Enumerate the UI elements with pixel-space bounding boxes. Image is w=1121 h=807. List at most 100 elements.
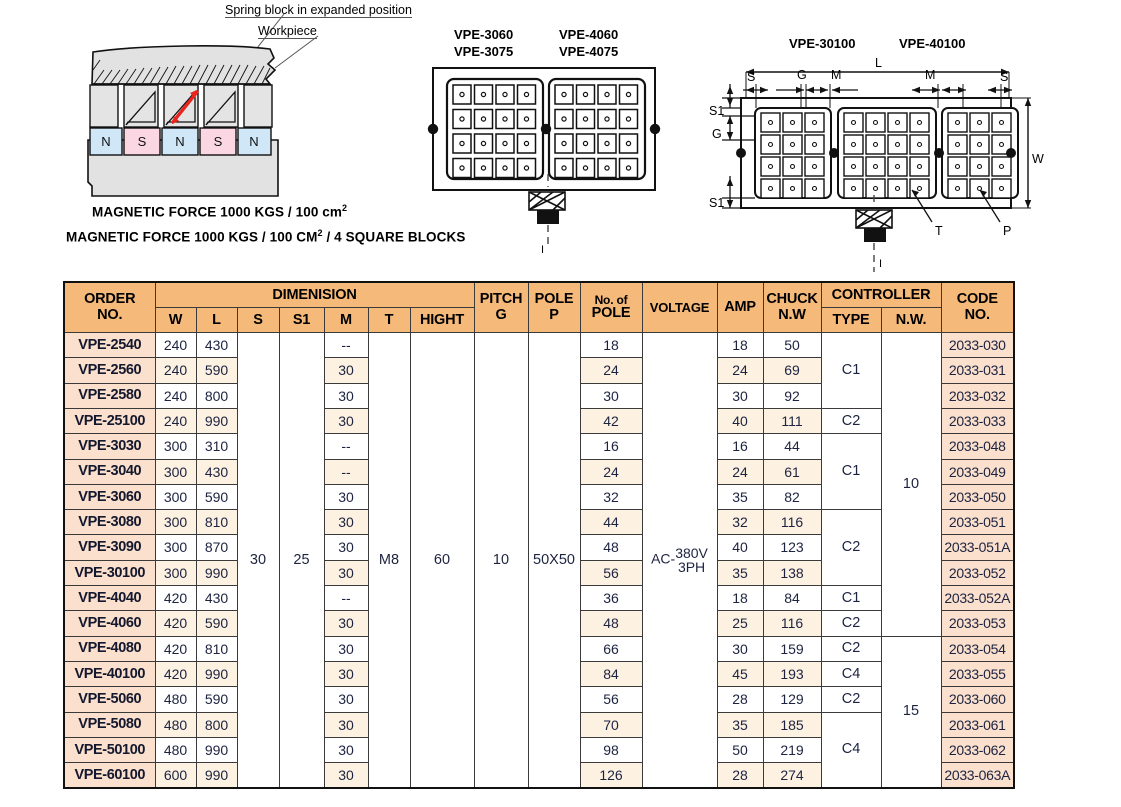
- cell-dim-m: 30: [323, 483, 369, 511]
- dim-label-S1-bottom: S1: [709, 196, 725, 210]
- table-row: VPE-30100 300 990 30 56 35 138 2033-052: [63, 559, 1015, 587]
- cell-chuck-nw: 69: [762, 357, 822, 384]
- cell-no-of-pole: 66: [579, 635, 643, 662]
- cell-controller-type: C2: [820, 407, 882, 435]
- table-row: VPE-2580 240 800 30 30 30 92 2033-032: [63, 382, 1015, 409]
- cell-no-of-pole: 32: [579, 483, 643, 511]
- cell-no-of-pole: 56: [579, 559, 643, 587]
- cell-order-no: VPE-3060: [63, 483, 156, 511]
- cell-dim-m: 30: [323, 559, 369, 587]
- cell-amp: 35: [716, 559, 764, 587]
- cell-dim-w: 480: [154, 736, 197, 764]
- cell-dim-m: 30: [323, 357, 369, 384]
- cell-dim-m: 30: [323, 534, 369, 561]
- cell-controller-type: C1: [820, 332, 882, 409]
- cell-dim-l: 800: [195, 382, 238, 409]
- cell-amp: 25: [716, 610, 764, 637]
- cell-pitch-g: 10: [473, 332, 529, 789]
- cell-dim-l: 990: [195, 407, 238, 435]
- cell-dim-w: 300: [154, 534, 197, 561]
- table-row: VPE-3090 300 870 30 48 40 123 2033-051A: [63, 534, 1015, 561]
- table-header-row-2: W L S S1 M T HIGHT TYPE N.W.: [64, 306, 1014, 334]
- table-row: VPE-3040 300 430 -- 24 24 61 2033-049: [63, 458, 1015, 485]
- table-row: VPE-60100 600 990 30 126 28 274 2033-063A: [63, 762, 1015, 789]
- cell-dim-l: 990: [195, 559, 238, 587]
- table-row: VPE-5080 480 800 30 70 35 185 C4 2033-061: [63, 711, 1015, 789]
- cell-code-no: 2033-030: [940, 332, 1015, 359]
- cell-chuck-nw: 82: [762, 483, 822, 511]
- cell-code-no: 2033-061: [940, 711, 1015, 738]
- cell-chuck-nw: 84: [762, 585, 822, 612]
- table-row: VPE-4060 420 590 30 48 25 116 C2 2033-053: [63, 610, 1015, 637]
- cell-code-no: 2033-060: [940, 686, 1015, 713]
- cell-amp: 45: [716, 660, 764, 688]
- cell-order-no: VPE-4060: [63, 610, 156, 637]
- right-title-2: VPE-40100: [899, 36, 966, 51]
- expansion-arrow-icon: [171, 90, 199, 124]
- middle-lead-label-bottom: I: [541, 244, 545, 256]
- cell-dim-m: 30: [323, 660, 369, 688]
- header-dim-w: W: [154, 306, 197, 334]
- cell-dim-hight: 60: [409, 332, 475, 789]
- middle-title-1: VPE-3060: [454, 27, 514, 42]
- cell-order-no: VPE-30100: [63, 559, 156, 587]
- cell-dim-l: 430: [195, 458, 238, 485]
- cell-code-no: 2033-031: [940, 357, 1015, 384]
- cell-dim-m: --: [323, 458, 369, 485]
- table-row: VPE-4080 420 810 30 66 30 159 C2 15 2033-054: [63, 635, 1015, 789]
- cell-amp: 16: [716, 433, 764, 460]
- cell-dim-w: 240: [154, 357, 197, 384]
- cell-dim-w: 240: [154, 382, 197, 409]
- cell-dim-m: 30: [323, 509, 369, 536]
- dim-label-S1-top: S1: [709, 104, 725, 118]
- table-row: VPE-4040 420 430 -- 36 18 84 C1 2033-052A: [63, 585, 1015, 612]
- cell-order-no: VPE-50100: [63, 736, 156, 764]
- cell-controller-type: C1: [820, 433, 882, 511]
- cell-no-of-pole: 84: [579, 660, 643, 688]
- cell-order-no: VPE-40100: [63, 660, 156, 688]
- table-row: VPE-25100 240 990 30 42 40 111 C2 2033-033: [63, 407, 1015, 435]
- cell-dim-l: 810: [195, 509, 238, 536]
- cell-chuck-nw: 61: [762, 458, 822, 485]
- header-controller-nw: N.W.: [880, 306, 942, 334]
- cell-dim-w: 600: [154, 762, 197, 789]
- cell-dim-l: 590: [195, 686, 238, 713]
- cell-voltage: AC- 380V 3PH: [641, 332, 718, 789]
- cell-dim-l: 990: [195, 736, 238, 764]
- workpiece-label: Workpiece: [258, 24, 317, 39]
- cell-dim-m: --: [323, 332, 369, 359]
- cell-code-no: 2033-051A: [940, 534, 1015, 561]
- cell-dim-w: 300: [154, 483, 197, 511]
- cell-no-of-pole: 48: [579, 610, 643, 637]
- middle-title-3: VPE-4060: [559, 27, 619, 42]
- cell-amp: 28: [716, 762, 764, 789]
- cell-dim-l: 430: [195, 332, 238, 359]
- dim-label-W: W: [1032, 152, 1044, 166]
- right-title-1: VPE-30100: [789, 36, 856, 51]
- table-row: VPE-50100 480 990 30 98 50 219 2033-062: [63, 736, 1015, 764]
- cell-chuck-nw: 193: [762, 660, 822, 688]
- cell-code-no: 2033-032: [940, 382, 1015, 409]
- cell-order-no: VPE-2540: [63, 332, 156, 359]
- cell-dim-w: 480: [154, 686, 197, 713]
- cell-chuck-nw: 92: [762, 382, 822, 409]
- pole-label-s2: S: [214, 134, 223, 149]
- dim-label-T: T: [935, 224, 943, 238]
- cell-chuck-nw: 129: [762, 686, 822, 713]
- pole-label-s1: S: [138, 134, 147, 149]
- cell-code-no: 2033-033: [940, 407, 1015, 435]
- header-amp: AMP: [716, 281, 764, 334]
- cell-chuck-nw: 116: [762, 509, 822, 536]
- dim-label-L: L: [875, 56, 882, 70]
- cell-code-no: 2033-050: [940, 483, 1015, 511]
- cell-dim-l: 590: [195, 610, 238, 637]
- header-dim-s1: S1: [278, 306, 325, 334]
- header-controller-type: TYPE: [820, 306, 882, 334]
- cell-amp: 35: [716, 711, 764, 738]
- header-code-no: CODE NO.: [940, 281, 1015, 334]
- table-row: VPE-3080 300 810 30 44 32 116 C2 2033-051: [63, 509, 1015, 587]
- header-voltage: VOLTAGE: [641, 281, 718, 334]
- dim-label-G-left: G: [712, 127, 722, 141]
- cell-amp: 28: [716, 686, 764, 713]
- header-dim-m: M: [323, 306, 369, 334]
